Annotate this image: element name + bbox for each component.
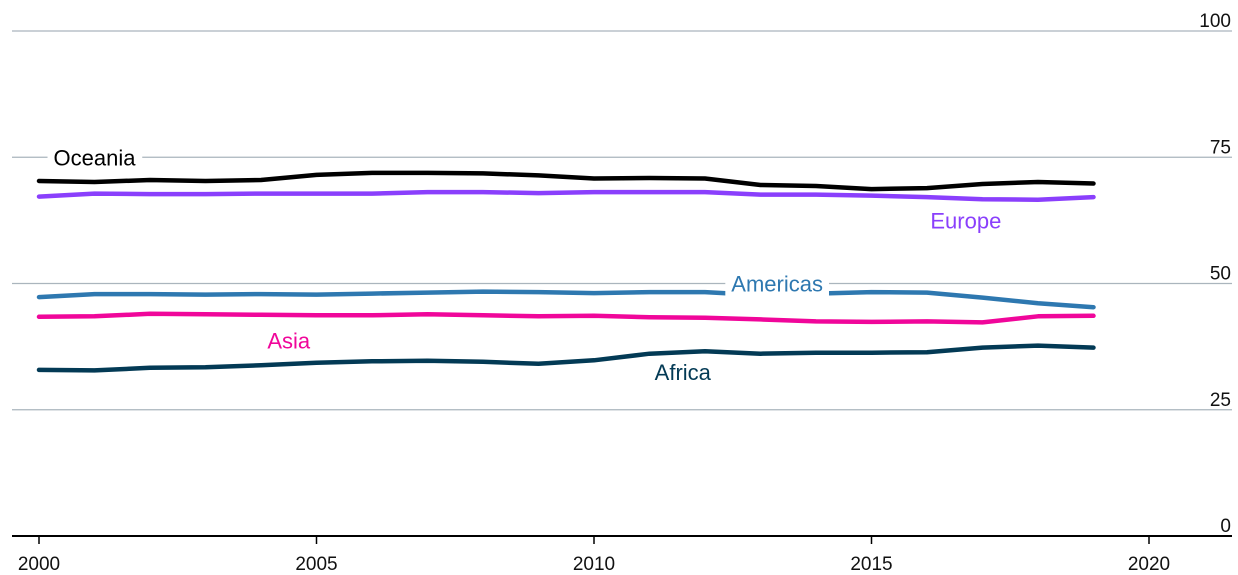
series-label-asia: Asia: [267, 329, 311, 354]
series-label-oceania: Oceania: [54, 145, 137, 170]
series-layer: [36, 170, 1096, 373]
x-tick-label: 2000: [18, 554, 60, 575]
axis-layer: 0 25 50 75 100 2000 2005 2010 2015 2020: [12, 11, 1232, 575]
series-line-africa: [36, 343, 1096, 373]
y-tick-label: 75: [1210, 137, 1231, 158]
x-tick-label: 2010: [573, 554, 615, 575]
series-line-asia: [36, 311, 1096, 325]
series-label-americas: Americas: [731, 272, 823, 297]
x-tick-label: 2005: [295, 554, 337, 575]
x-tick-label: 2015: [850, 554, 892, 575]
y-tick-label: 100: [1199, 11, 1231, 32]
y-tick-label: 50: [1210, 264, 1231, 285]
series-label-europe: Europe: [930, 208, 1001, 233]
grid-layer: [12, 30, 1232, 411]
series-line-europe: [36, 189, 1096, 202]
series-label-africa: Africa: [655, 360, 712, 385]
y-tick-label: 0: [1220, 516, 1231, 537]
series-label-background: [725, 270, 829, 298]
series-line-oceania: [36, 170, 1096, 192]
label-layer: Oceania Europe Americas Asia Africa: [47, 144, 1001, 385]
x-tick-label: 2020: [1128, 554, 1170, 575]
series-line-americas: [36, 289, 1096, 310]
y-tick-label: 25: [1210, 390, 1231, 411]
series-label-background: [47, 144, 143, 172]
